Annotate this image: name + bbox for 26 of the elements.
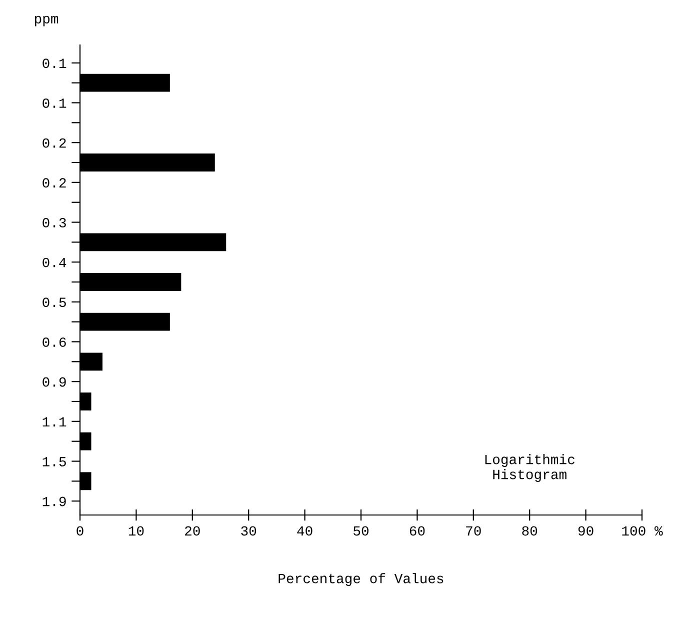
x-tick-label: 60 (410, 526, 425, 536)
y-tick-label: 0.2 (42, 178, 66, 188)
x-tick-label: 70 (466, 526, 481, 536)
x-axis-title: Percentage of Values (278, 573, 444, 586)
x-tick-label: 80 (522, 526, 538, 536)
y-tick-label: 0.2 (42, 138, 66, 148)
y-tick-label: 0.4 (42, 258, 66, 268)
y-tick-label: 1.5 (42, 457, 66, 466)
x-tick-label: 50 (354, 526, 368, 536)
y-tick-label: 1.9 (42, 496, 66, 506)
x-tick-label: 90 (578, 526, 594, 536)
x-tick-label: 100 % (622, 526, 663, 536)
y-axis-title: ppm (34, 16, 58, 26)
y-tick-label: 0.3 (42, 218, 66, 228)
y-tick-label: 0.5 (42, 298, 66, 308)
y-tick-label: 0.1 (42, 98, 66, 108)
y-tick-label: 1.1 (42, 417, 66, 426)
x-tick-label: 20 (185, 526, 200, 536)
x-tick-label: 40 (297, 526, 312, 536)
x-tick-label: 30 (241, 526, 256, 536)
y-tick-label: 0.9 (42, 377, 66, 387)
y-tick-label: 0.6 (42, 337, 66, 347)
annotation: Logarithmic Histogram (485, 454, 574, 482)
x-tick-label: 10 (128, 526, 144, 536)
y-tick-label: 0.1 (42, 58, 66, 68)
x-tick-label: 0 (76, 526, 84, 536)
